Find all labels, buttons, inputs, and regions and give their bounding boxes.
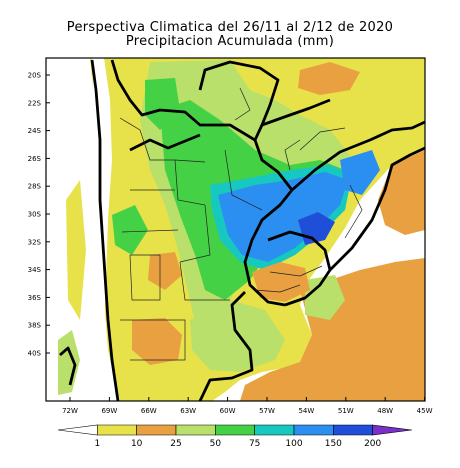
colorbar-segment (57, 424, 98, 436)
lon-tick-label: 60W (220, 407, 236, 415)
colorbar-label: 10 (131, 439, 143, 449)
map-title-line2: Precipitacion Acumulada (mm) (125, 34, 335, 49)
map-body (46, 58, 425, 401)
lat-tick-label: 24S (28, 127, 42, 135)
lon-tick-label: 66W (141, 407, 157, 415)
colorbar: 1 10 25 50 75 100 150 200 (57, 424, 413, 449)
colorbar-segment (215, 424, 255, 436)
lat-tick-label: 38S (28, 322, 42, 330)
province-borders (119, 87, 363, 361)
field-green-northwest (145, 78, 180, 130)
field-blue-east (340, 150, 380, 195)
field-orange-southeast (240, 258, 425, 401)
lat-tick-label: 20S (28, 72, 42, 80)
colorbar-segment (293, 424, 334, 436)
field-blue (218, 172, 348, 262)
field-lightgreen-south (190, 300, 285, 372)
colorbar-segment (136, 424, 177, 436)
colorbar-label: 25 (170, 439, 181, 449)
colorbar-label: 1 (94, 439, 100, 449)
field-orange-mid (148, 252, 182, 290)
colorbar-segment (333, 424, 373, 436)
lat-tick-label: 40S (28, 350, 42, 358)
lon-tick-label: 51W (338, 407, 354, 415)
colorbar-label: 200 (364, 439, 381, 449)
lat-tick-label: 32S (28, 238, 42, 246)
lat-tick-label: 26S (28, 155, 42, 163)
longitude-axis: 72W 69W 66W 63W 60W 57W 54W 51W 48W 45W (62, 397, 433, 415)
colorbar-segment (254, 424, 295, 436)
field-green-west (112, 205, 148, 255)
chile-coast-strip (58, 330, 80, 395)
lon-tick-label: 57W (259, 407, 275, 415)
lon-tick-label: 45W (417, 407, 433, 415)
map-title-line1: Perspectiva Climatica del 26/11 al 2/12 … (66, 20, 394, 35)
colorbar-label: 75 (249, 439, 260, 449)
country-borders (59, 59, 425, 401)
chile-coast-yellow (66, 180, 86, 320)
field-orange-patagonia (132, 318, 182, 365)
colorbar-segment (97, 424, 137, 436)
colorbar-label: 50 (210, 439, 222, 449)
lon-tick-label: 48W (377, 407, 393, 415)
map-frame (45, 57, 426, 402)
lat-tick-label: 36S (28, 294, 42, 302)
lon-tick-label: 69W (101, 407, 117, 415)
lat-tick-label: 28S (28, 183, 42, 191)
colorbar-segment (372, 424, 413, 436)
andes-no-data (80, 58, 112, 401)
field-lightgreen-east (305, 275, 345, 320)
latitude-axis: 20S 22S 24S 26S 28S 30S 32S 34S 36S 38S 40S (28, 72, 50, 358)
field-orange-north (298, 62, 360, 95)
lon-tick-label: 72W (62, 407, 78, 415)
colorbar-label: 150 (325, 439, 342, 449)
lon-tick-label: 63W (180, 407, 196, 415)
lat-tick-label: 22S (28, 99, 42, 107)
field-uruguay (252, 262, 310, 302)
lat-tick-label: 30S (28, 211, 42, 219)
colorbar-segment (175, 424, 216, 436)
lon-tick-label: 54W (298, 407, 314, 415)
lat-tick-label: 34S (28, 266, 42, 274)
colorbar-label: 100 (285, 439, 302, 449)
